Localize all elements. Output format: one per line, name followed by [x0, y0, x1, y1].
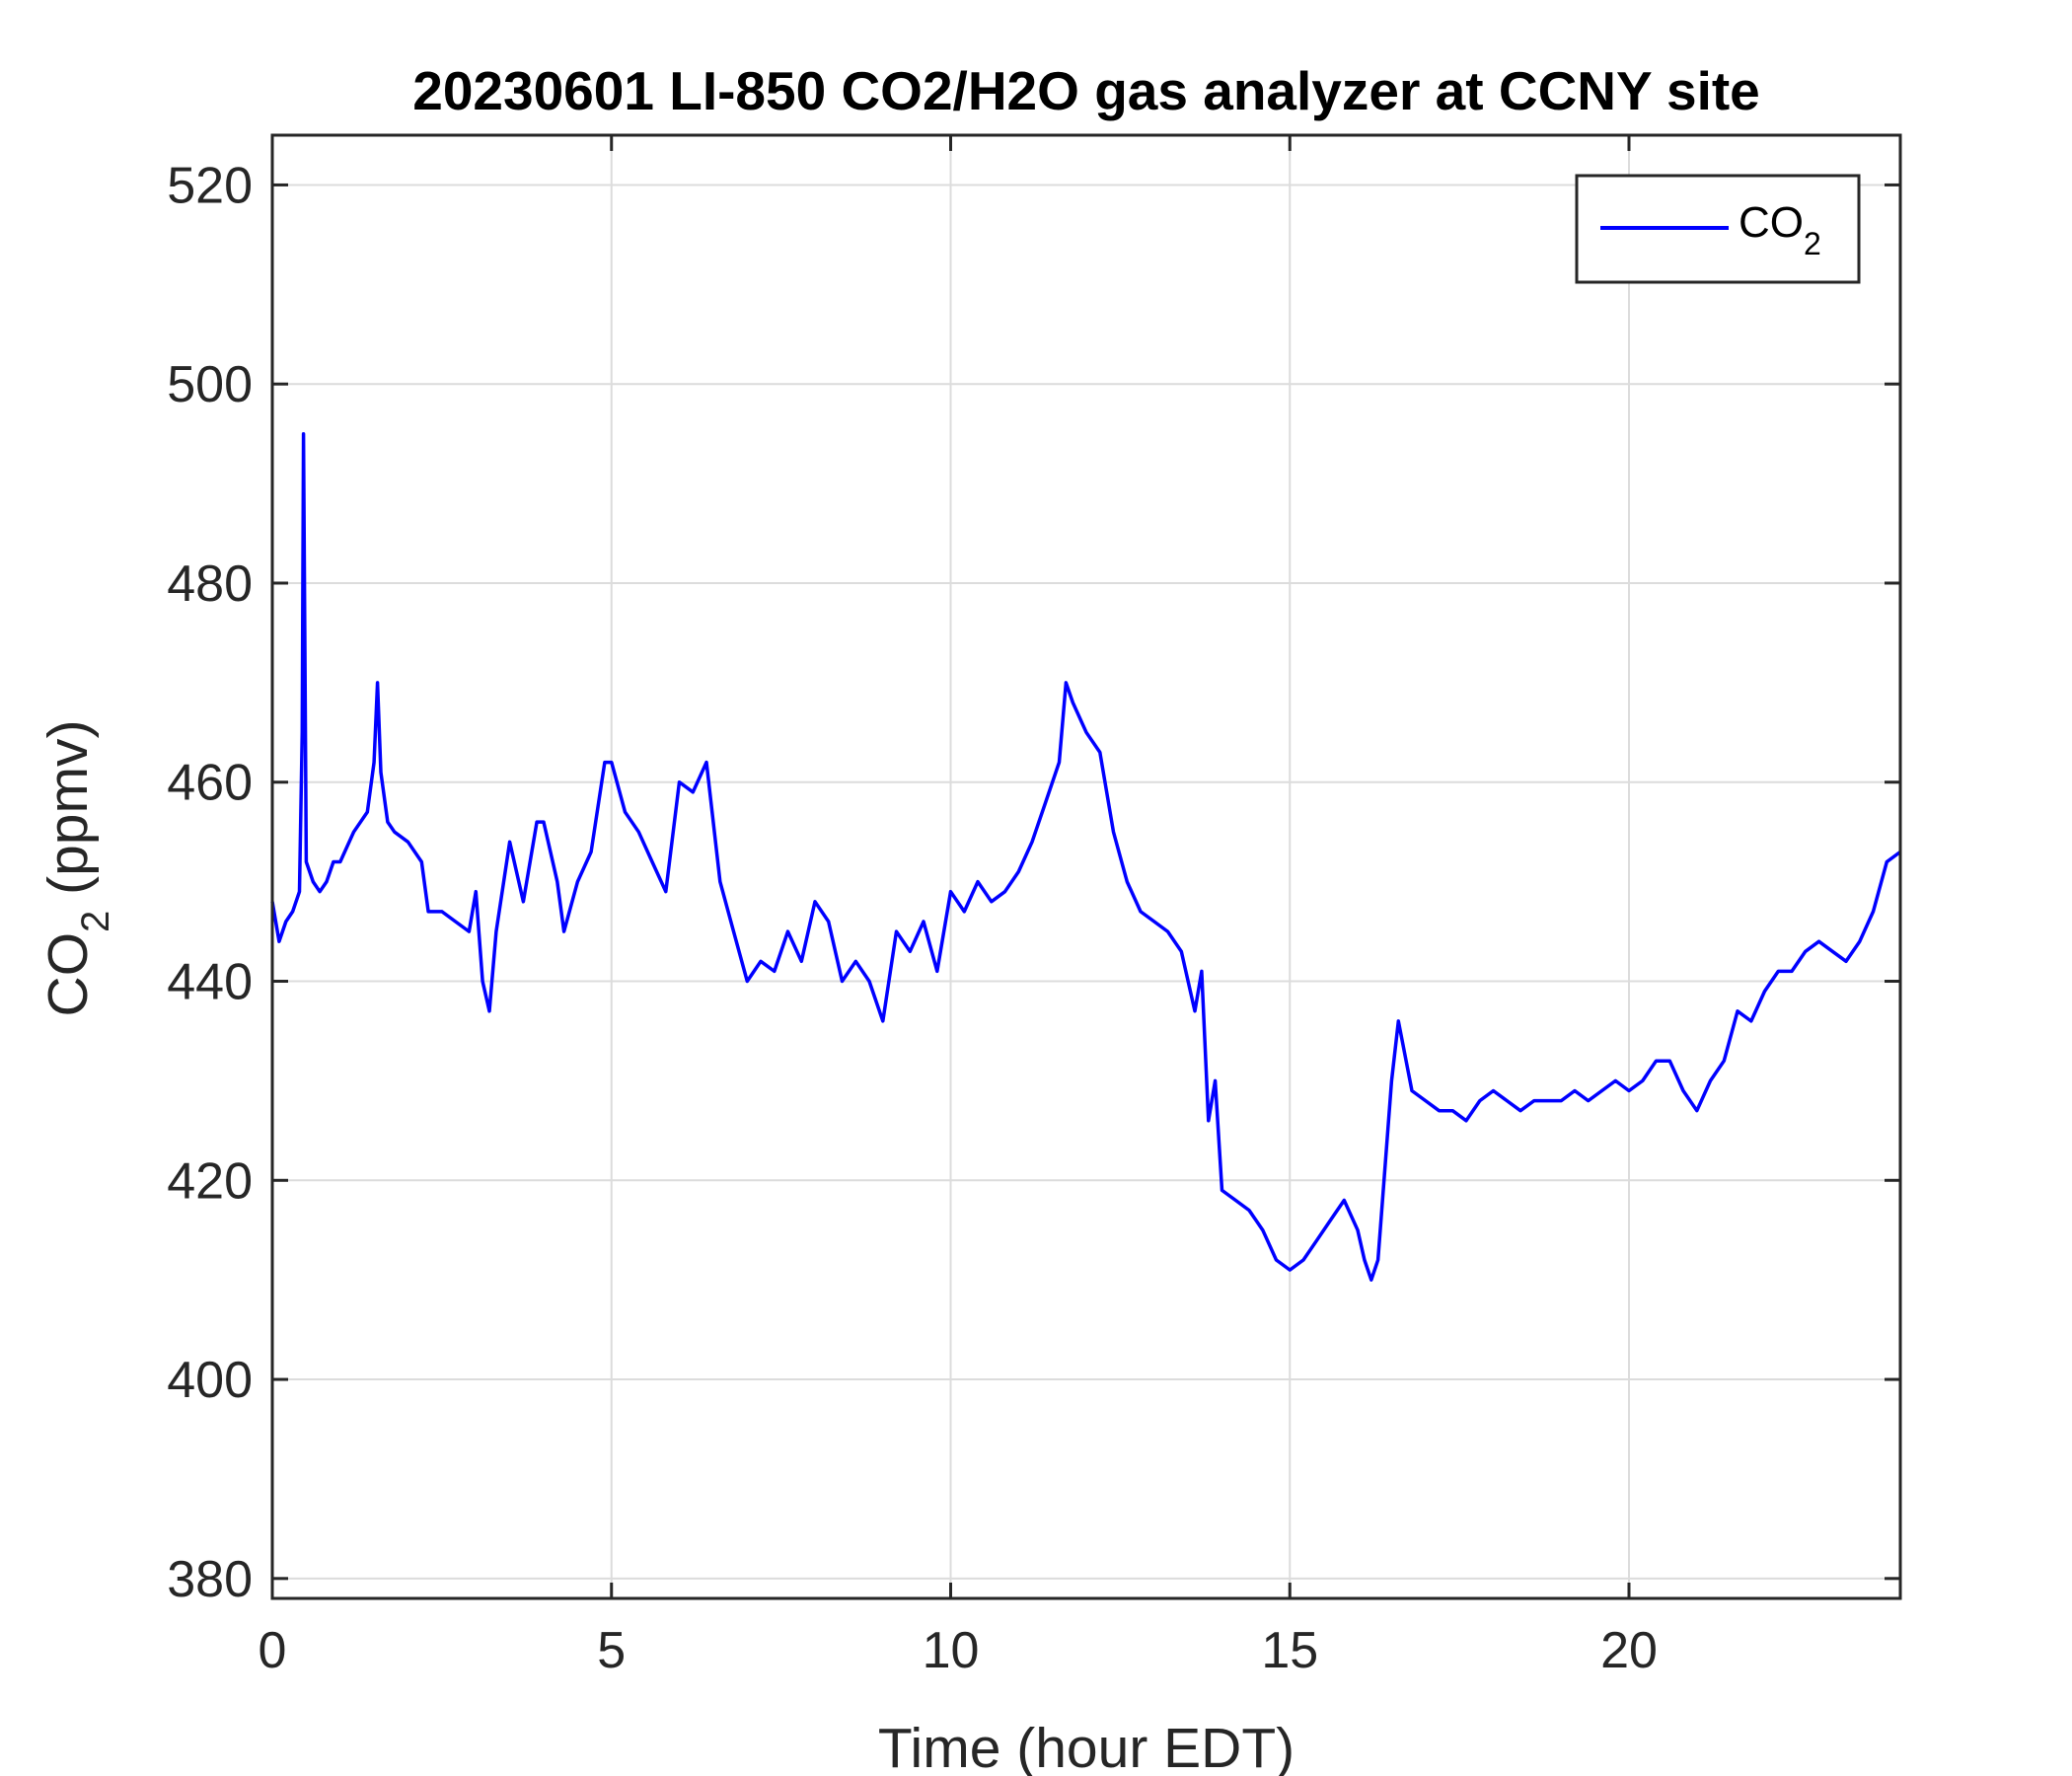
y-tick-label: 380 [167, 1551, 253, 1608]
series-line-co2 [270, 431, 1902, 1282]
y-tick-label: 460 [167, 755, 253, 812]
legend: CO2 [1575, 174, 1861, 284]
chart-title: 20230601 LI-850 CO2/H2O gas analyzer at … [412, 60, 1760, 121]
legend-label-sub: 2 [1804, 226, 1821, 261]
axis-ticks [270, 135, 1900, 1598]
y-tick-label: 440 [167, 954, 253, 1011]
grid-lines [271, 135, 1900, 1598]
x-tick-label: 15 [1261, 1622, 1318, 1679]
y-axis-label-sub: 2 [74, 911, 117, 932]
plot-frame [270, 133, 1902, 1600]
x-tick-label: 20 [1600, 1622, 1658, 1679]
y-tick-label: 400 [167, 1352, 253, 1409]
y-tick-label: 500 [167, 356, 253, 413]
legend-label-co2: CO2 [1739, 198, 1821, 261]
legend-label-main: CO [1739, 198, 1804, 247]
x-tick-label: 10 [923, 1622, 980, 1679]
tick-labels: 0 5 10 15 20 380 400 420 440 460 480 500 520 [167, 157, 1658, 1679]
y-tick-label: 480 [167, 555, 253, 613]
y-axis-label-main: CO [37, 932, 100, 1017]
x-tick-label: 0 [259, 1622, 287, 1679]
series-layer [270, 431, 1902, 1282]
y-tick-label: 420 [167, 1152, 253, 1210]
y-tick-label: 520 [167, 157, 253, 214]
y-axis-label-unit: (ppmv) [37, 720, 100, 911]
y-axis-label: CO2 (ppmv) [37, 720, 117, 1017]
x-axis-label: Time (hour EDT) [878, 1717, 1295, 1776]
x-tick-label: 5 [597, 1622, 626, 1679]
